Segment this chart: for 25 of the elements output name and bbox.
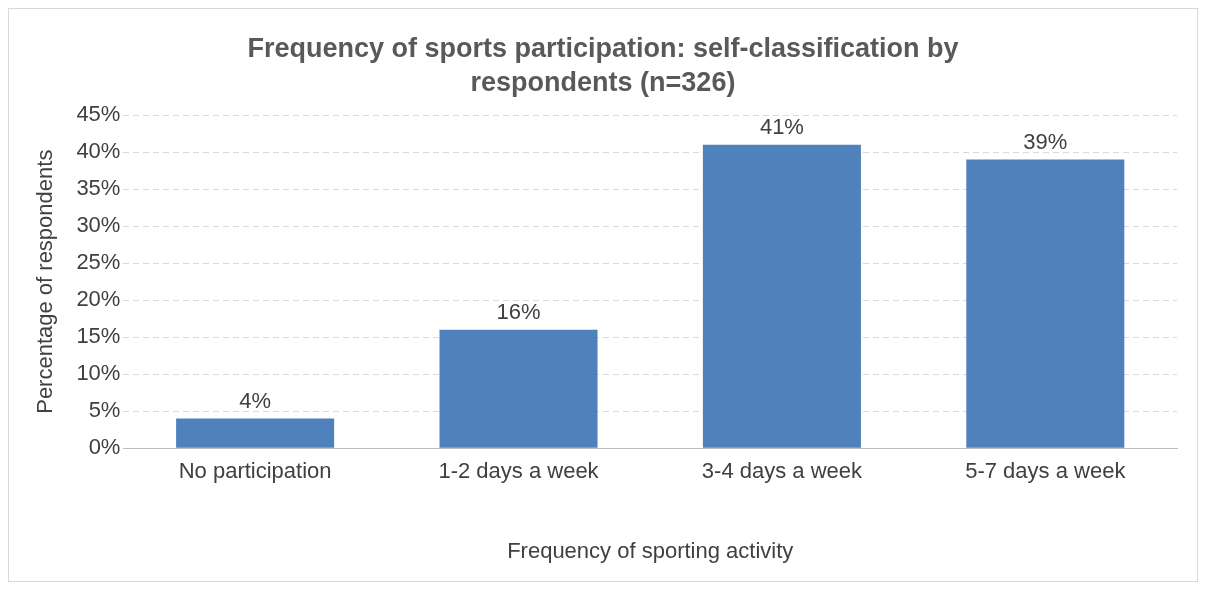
y-tick-label: 20% — [76, 286, 121, 312]
x-tick-label: No participation — [178, 458, 332, 484]
bar — [176, 418, 335, 448]
y-tick-label: 10% — [76, 360, 121, 386]
y-tick-label: 35% — [76, 175, 121, 201]
x-tick-label: 3-4 days a week — [701, 458, 864, 484]
data-label: 41% — [759, 113, 804, 139]
y-tick-label: 15% — [76, 323, 121, 349]
x-tick-label: 5-7 days a week — [965, 458, 1127, 484]
data-label: 39% — [1023, 128, 1068, 154]
bar — [702, 144, 861, 448]
y-tick-label: 30% — [76, 212, 121, 238]
x-axis-title: Frequency of sporting activity — [507, 537, 794, 563]
y-tick-label: 40% — [76, 138, 121, 164]
bar — [966, 159, 1125, 448]
data-label: 16% — [496, 298, 541, 324]
chart-title: Frequency of sports participation: self-classification by respondents (n=326) — [246, 32, 960, 99]
y-axis-title: Percentage of respondents — [32, 149, 58, 414]
y-tick-label: 25% — [76, 249, 121, 275]
x-tick-label: 1-2 days a week — [438, 458, 600, 484]
data-label: 4% — [239, 387, 272, 413]
y-tick-label: 45% — [76, 101, 121, 127]
y-tick-label: 5% — [88, 397, 121, 423]
y-tick-label: 0% — [88, 434, 121, 460]
bar — [439, 329, 598, 448]
